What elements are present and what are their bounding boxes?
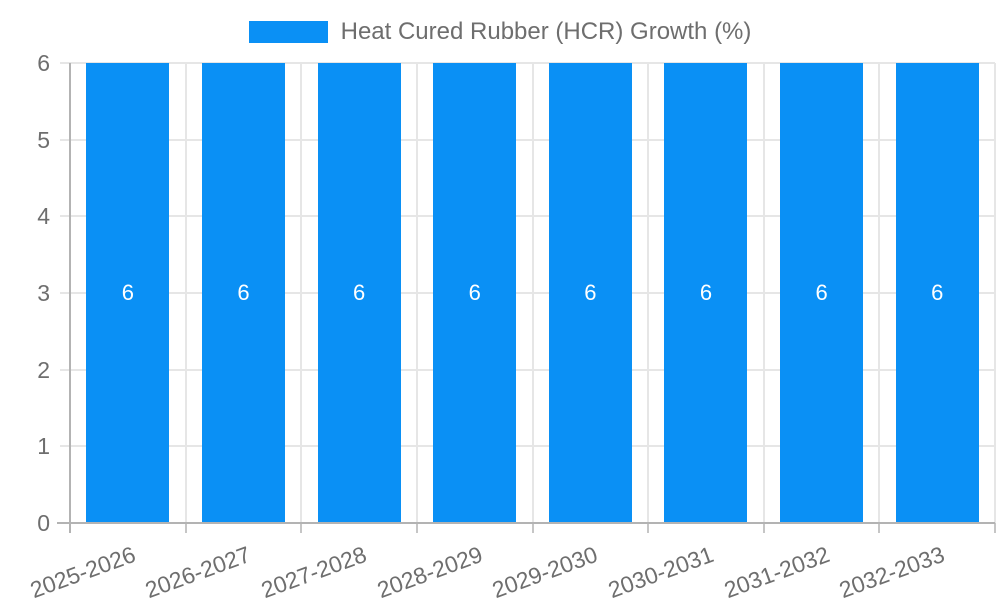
y-axis-tick-label: 3 xyxy=(37,280,50,306)
bar[interactable] xyxy=(86,63,170,522)
gridline-y xyxy=(60,138,995,141)
gridline-y xyxy=(60,215,995,218)
x-axis-tick-label: 2031-2032 xyxy=(720,541,833,600)
x-axis-tick-mark xyxy=(878,523,881,533)
gridline-x xyxy=(184,63,187,523)
y-axis-tick-label: 6 xyxy=(37,50,50,76)
bar[interactable] xyxy=(895,63,979,522)
gridline-y xyxy=(60,445,995,448)
bar[interactable] xyxy=(201,63,285,522)
x-axis-tick-label: 2026-2027 xyxy=(142,541,255,600)
legend[interactable]: Heat Cured Rubber (HCR) Growth (%) xyxy=(0,17,1000,47)
gridline-y xyxy=(60,292,995,294)
x-axis-tick-mark xyxy=(647,523,650,533)
x-axis-tick-mark xyxy=(531,523,534,533)
gridline-y xyxy=(60,368,995,371)
x-axis-tick-label: 2028-2029 xyxy=(373,541,486,600)
bar[interactable] xyxy=(664,63,748,522)
y-axis-tick-label: 4 xyxy=(37,203,50,230)
x-axis-baseline xyxy=(57,522,995,524)
legend-label: Heat Cured Rubber (HCR) Growth (%) xyxy=(340,18,752,45)
y-axis-tick-label: 0 xyxy=(37,510,50,536)
gridline-x xyxy=(415,63,418,523)
x-axis-tick-label: 2029-2030 xyxy=(488,541,602,600)
gridline-y xyxy=(60,62,995,64)
gridline-x xyxy=(69,63,71,523)
y-axis-tick-label: 2 xyxy=(37,356,50,383)
x-axis-tick-mark xyxy=(415,523,418,533)
x-axis-tick-mark xyxy=(300,523,303,533)
x-axis-tick-mark xyxy=(184,523,187,533)
gridline-x xyxy=(647,63,650,523)
gridline-x xyxy=(300,63,303,523)
x-axis-tick-mark xyxy=(994,523,996,533)
bar[interactable] xyxy=(433,63,517,522)
legend-swatch xyxy=(248,21,328,43)
gridline-x xyxy=(878,63,881,523)
y-axis-tick-label: 5 xyxy=(37,126,50,153)
x-axis-tick-label: 2027-2028 xyxy=(257,541,370,600)
x-axis-tick-label: 2030-2031 xyxy=(604,541,717,600)
x-axis-tick-label: 2025-2026 xyxy=(26,541,139,600)
x-axis-tick-mark xyxy=(69,523,71,533)
x-axis-tick-mark xyxy=(762,523,765,533)
gridline-x xyxy=(994,63,996,523)
y-axis-tick-label: 1 xyxy=(37,433,50,460)
bar[interactable] xyxy=(548,63,632,522)
bar[interactable] xyxy=(780,63,864,522)
x-axis-tick-label: 2032-2033 xyxy=(835,541,949,600)
bar[interactable] xyxy=(317,63,401,522)
gridline-x xyxy=(531,63,534,523)
gridline-x xyxy=(762,63,765,523)
